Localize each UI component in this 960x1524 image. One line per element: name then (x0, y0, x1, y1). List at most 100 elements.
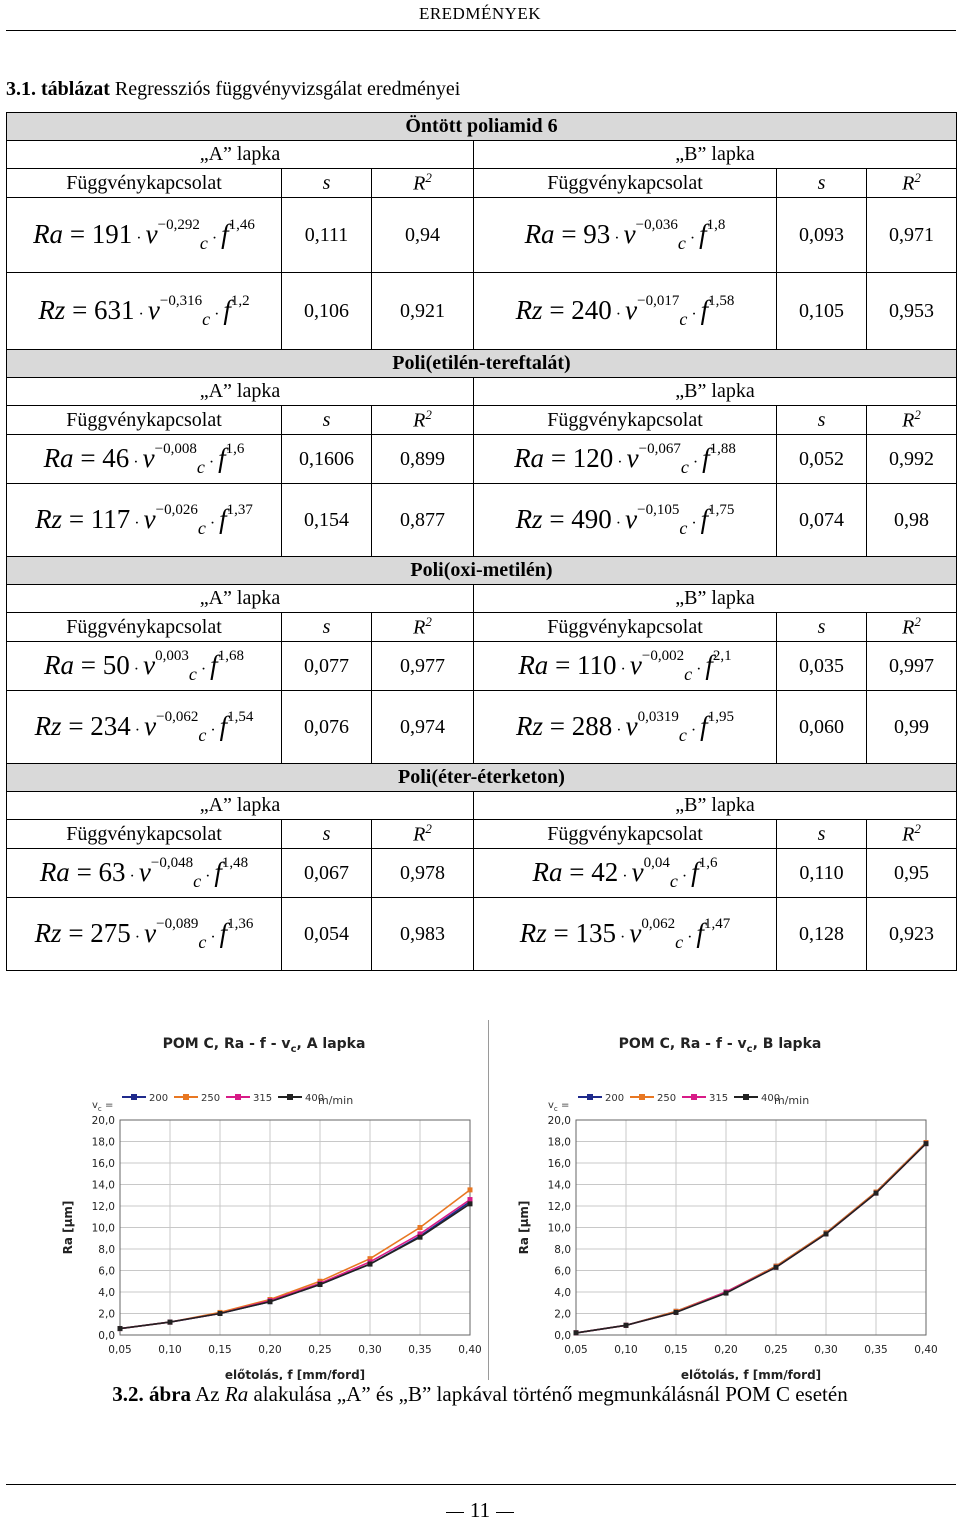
y-tick-label: 2,0 (98, 1309, 115, 1321)
figure-caption-label: 3.2. ábra (112, 1382, 192, 1406)
r2-letter: R (902, 409, 915, 432)
y-tick-label: 20,0 (92, 1115, 115, 1127)
chart-panel-a: POM C, Ra - f - vc, A lapka vc = 200 250 315… (40, 1020, 489, 1382)
formula-dot: · (622, 867, 628, 885)
data-point (773, 1264, 779, 1270)
value-r2-a: 0,921 (371, 272, 474, 350)
data-point (673, 1309, 679, 1315)
formula-quantity: Ra (44, 649, 75, 680)
formula-row: Rz = 234 · v−0,062c · f1,54 0,076 0,974 Rz = 28… (6, 690, 957, 764)
x-tick-label: 0,30 (358, 1344, 381, 1356)
value-r2-a: 0,877 (371, 483, 474, 557)
data-point (367, 1261, 373, 1267)
col-r2-a: R2 (371, 819, 474, 849)
formula-cell-a: Ra = 46 · v−0,008c · f1,6 (6, 434, 282, 484)
formula-f: f (700, 710, 708, 741)
formula-coefficient: 93 (583, 218, 611, 249)
formula-quantity: Rz (515, 294, 543, 325)
formula-eq: = (73, 442, 103, 473)
x-tick-label: 0,20 (714, 1344, 737, 1356)
y-tick-label: 6,0 (554, 1266, 571, 1278)
formula-f-exponent: 1,75 (708, 501, 735, 518)
formula-f-exponent: 1,48 (221, 854, 249, 871)
formula-quantity: Rz (34, 917, 62, 948)
value-r2-a: 0,899 (371, 434, 474, 484)
formula-dot: · (214, 305, 220, 323)
data-point (317, 1281, 323, 1287)
formula-dot: · (129, 867, 135, 885)
chart-title: POM C, Ra - f - vc, B lapka (619, 1036, 822, 1055)
formula-eq: = (546, 917, 576, 948)
data-point (117, 1326, 123, 1332)
formula-cell-b: Rz = 490 · v−0,105c · f1,75 (473, 483, 777, 557)
formula-c-sub: c (679, 517, 688, 538)
y-tick-label: 4,0 (98, 1287, 115, 1299)
x-tick-label: 0,20 (258, 1344, 281, 1356)
legend-label-eq: = (102, 1100, 114, 1111)
formula-cell-b: Ra = 42 · v0,04c · f1,6 (473, 848, 777, 898)
formula-dot: · (138, 305, 144, 323)
formula-eq: = (542, 294, 572, 325)
x-tick-label: 0,15 (208, 1344, 231, 1356)
x-tick-label: 0,40 (914, 1344, 937, 1356)
x-tick-label: 0,10 (158, 1344, 181, 1356)
series-line-200 (119, 1201, 471, 1330)
col-s-b: s (776, 819, 867, 849)
formula-dot: · (681, 867, 688, 885)
formula-dot: · (692, 453, 699, 471)
formula-row: Rz = 275 · v−0,089c · f1,36 0,054 0,983 Rz = 13… (6, 897, 957, 971)
formula-f-exponent: 1,36 (227, 915, 254, 932)
formula-f-exponent: 1,54 (227, 708, 254, 725)
r2-exponent: 2 (914, 614, 921, 630)
formula-dot: · (614, 229, 620, 247)
data-point (623, 1322, 629, 1328)
formula-eq: = (543, 710, 572, 741)
formula-c-sub: c (199, 232, 208, 253)
formula-eq: = (554, 218, 584, 249)
formula-c-sub: c (198, 724, 207, 745)
formula-v: v (629, 917, 642, 948)
formula-f: f (691, 856, 699, 887)
series-line-250 (575, 1142, 927, 1334)
formula-f-exponent: 1,6 (225, 440, 245, 457)
legend-label-eq: = (558, 1100, 570, 1111)
formula-c-sub: c (188, 663, 197, 684)
x-axis-label: előtolás, f [mm/ford] (225, 1368, 365, 1380)
formula-v-exponent: −0,026 (155, 501, 198, 518)
formula-c-sub: c (679, 308, 688, 329)
legend-label: vc = (92, 1100, 113, 1113)
formula-f: f (221, 218, 229, 249)
col-func-a: Függvénykapcsolat (6, 168, 282, 198)
formula-c-sub: c (193, 870, 202, 891)
col-func-b: Függvénykapcsolat (473, 405, 777, 435)
formula-v: v (625, 503, 638, 534)
r2-letter: R (902, 823, 915, 846)
formula-coefficient: 631 (94, 294, 135, 325)
value-r2-b: 0,99 (866, 690, 957, 764)
formula-f-exponent: 1,8 (706, 216, 726, 233)
col-func-a: Függvénykapcsolat (6, 612, 282, 642)
data-point (217, 1311, 223, 1316)
value-s-b: 0,074 (776, 483, 867, 557)
formula-eq: = (548, 649, 578, 680)
legend-entry: 200 (605, 1093, 624, 1104)
formula-v-exponent: −0,017 (637, 292, 680, 309)
value-r2-b: 0,992 (866, 434, 957, 484)
formula-coefficient: 490 (571, 503, 612, 534)
formula-cell-a: Rz = 234 · v−0,062c · f1,54 (6, 690, 282, 764)
y-axis-label: Ra [µm] (61, 1201, 75, 1255)
value-s-a: 0,154 (281, 483, 372, 557)
formula-coefficient: 240 (571, 294, 612, 325)
y-tick-label: 10,0 (92, 1223, 115, 1235)
value-r2-b: 0,95 (866, 848, 957, 898)
formula-v-exponent: −0,105 (637, 501, 680, 518)
column-header-row: Függvénykapcsolat s R2 Függvénykapcsolat s R2 (6, 168, 957, 198)
formula-coefficient: 50 (102, 649, 130, 680)
formula-v-exponent: −0,316 (159, 292, 203, 309)
col-r2-b: R2 (866, 819, 957, 849)
material-row: Öntött poliamid 6 (6, 112, 957, 141)
formula-quantity: Ra (532, 856, 563, 887)
value-s-a: 0,054 (281, 897, 372, 971)
